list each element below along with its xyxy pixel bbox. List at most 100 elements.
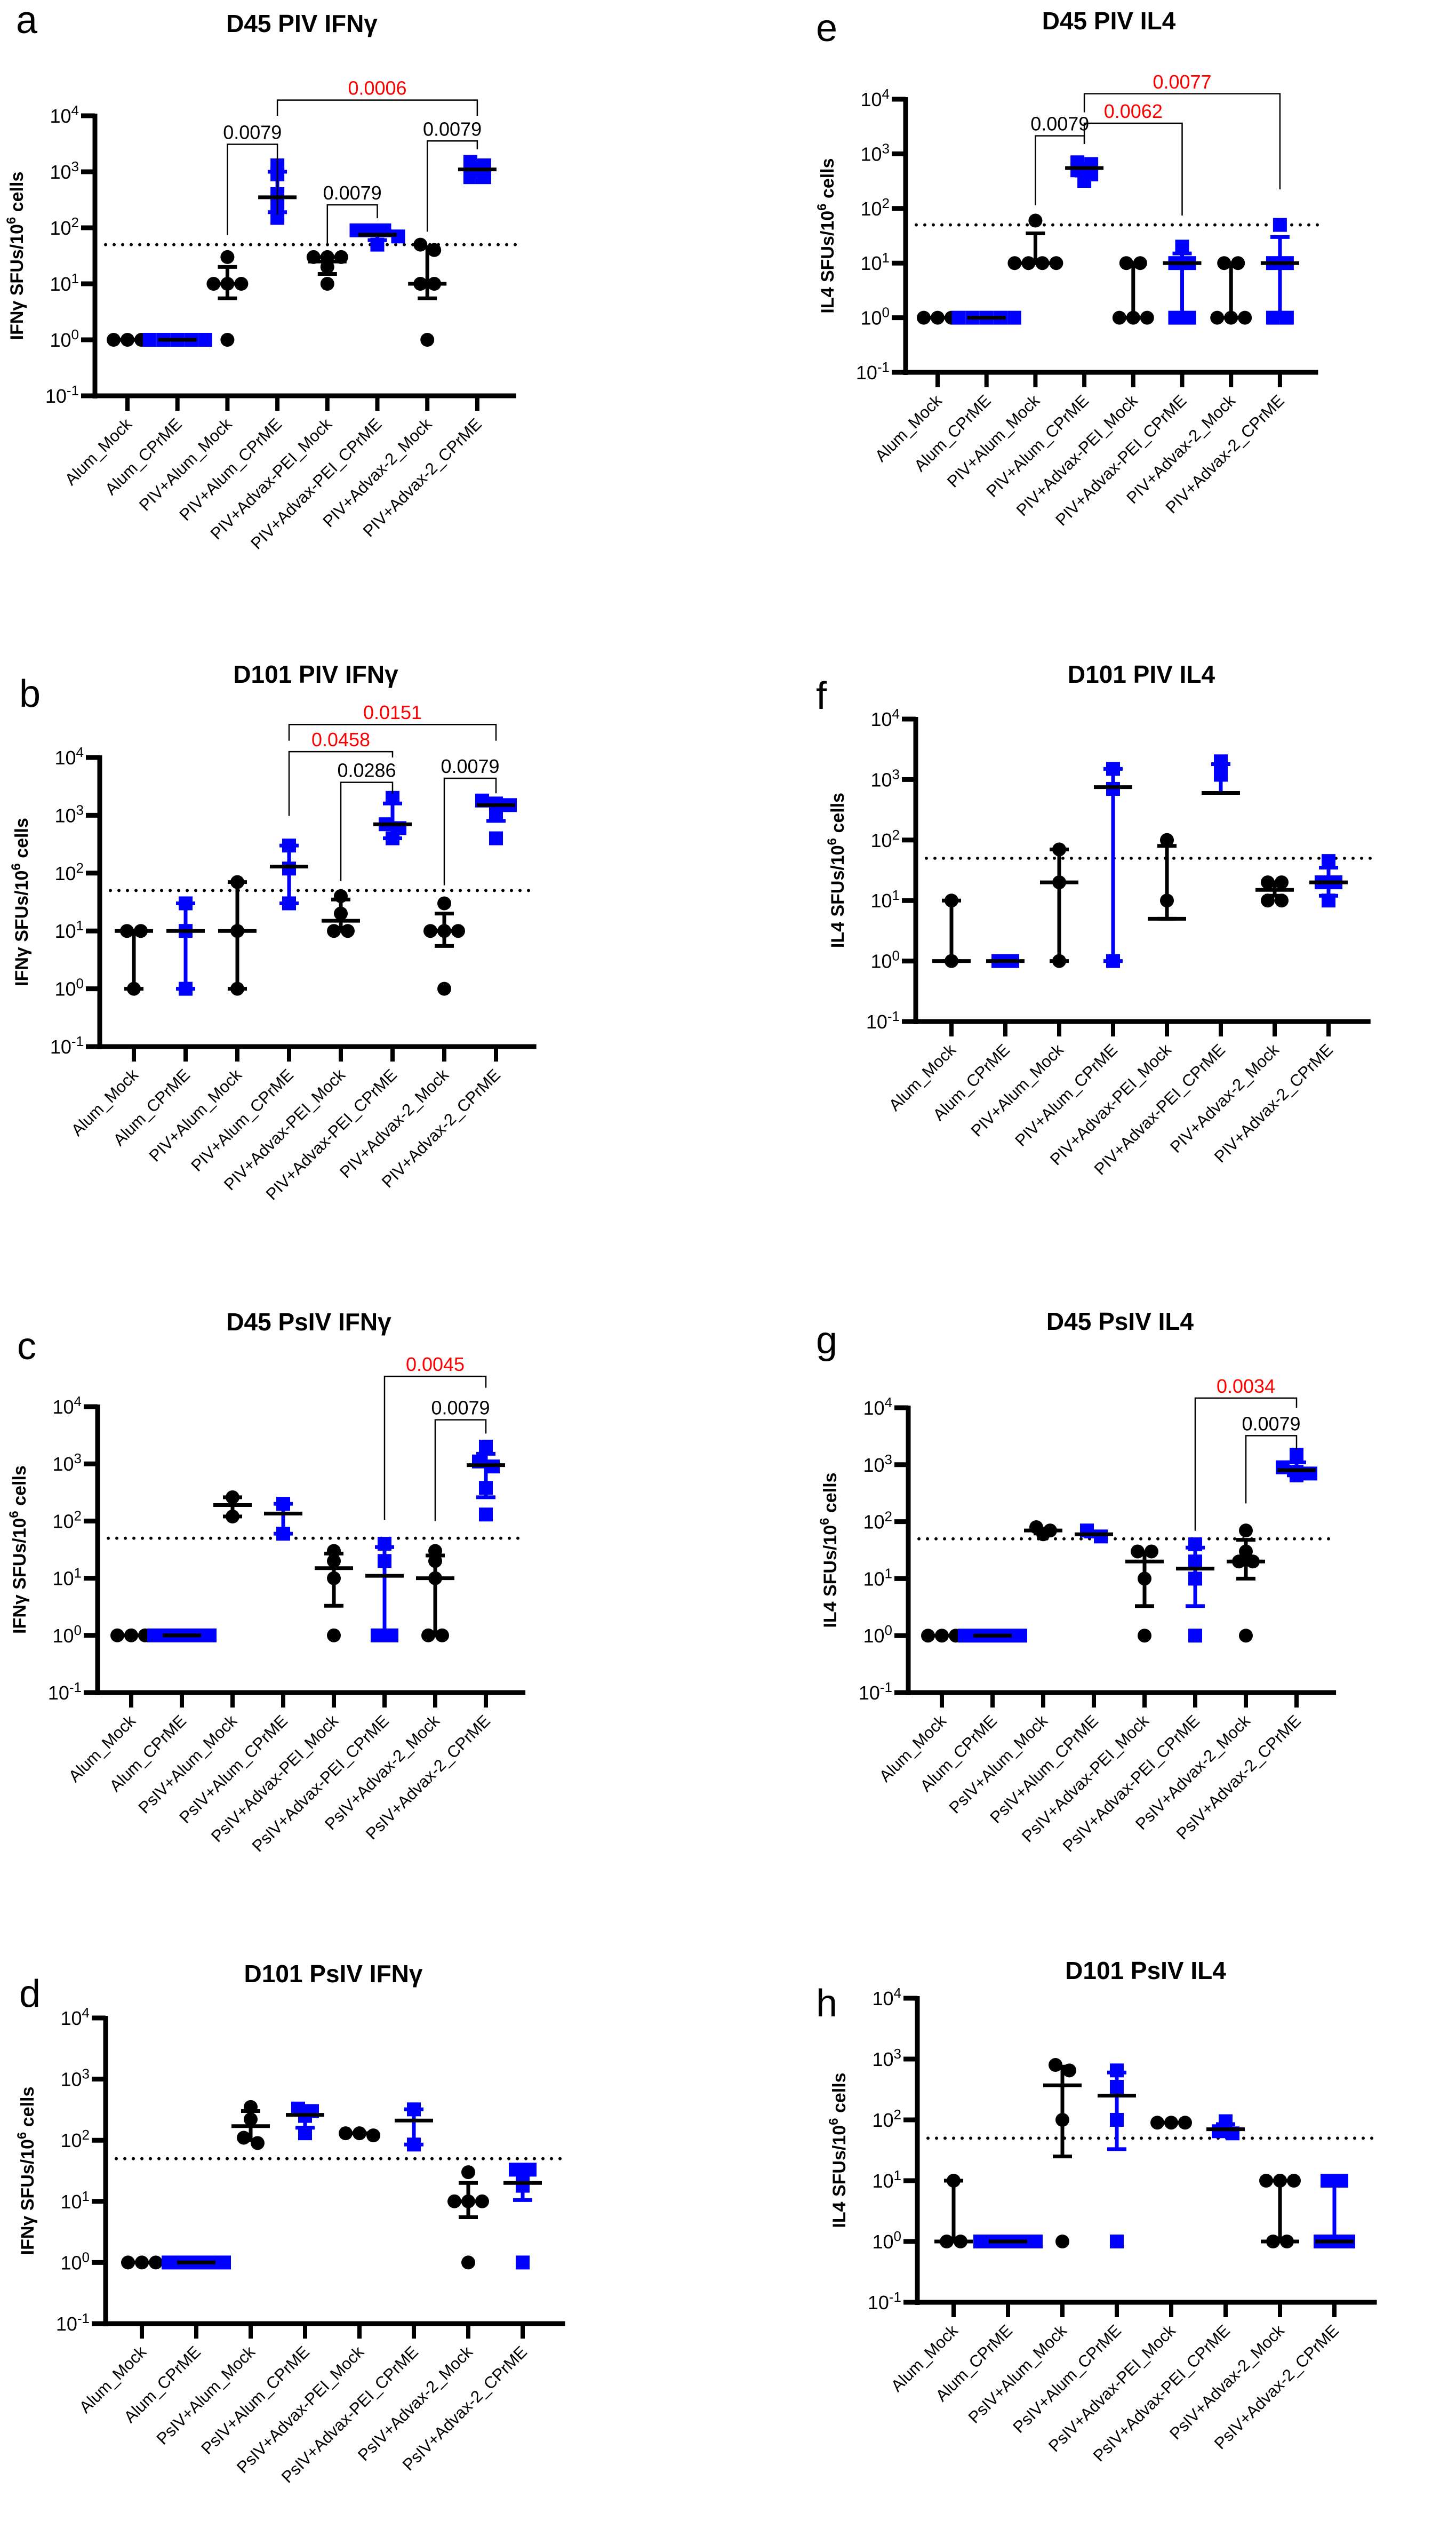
- group-cprme: [1065, 155, 1104, 188]
- y-axis-label-sup: 6: [4, 217, 19, 224]
- panel-letter: c: [17, 1325, 36, 1368]
- y-tick-exp: -1: [67, 382, 79, 398]
- y-axis-label-sup: 6: [9, 863, 23, 870]
- panel-letter: f: [816, 675, 827, 717]
- y-axis-label-sup: 6: [827, 2118, 841, 2125]
- group-mock: [121, 2255, 163, 2270]
- y-tick-label: 103: [870, 766, 900, 791]
- group-cprme: [270, 839, 308, 911]
- data-point-circle: [413, 237, 428, 252]
- y-tick-label: 101: [50, 270, 79, 295]
- y-tick-base: 10: [60, 2007, 82, 2029]
- group-mock: [934, 2174, 973, 2248]
- y-tick-base: 10: [54, 804, 76, 826]
- data-point-circle: [437, 896, 451, 911]
- p-value-label: 0.0079: [423, 118, 482, 140]
- data-point-circle: [1049, 256, 1063, 270]
- data-point-circle: [1259, 2174, 1273, 2188]
- group-cprme: [166, 896, 205, 996]
- y-tick-label: 103: [52, 1450, 82, 1475]
- p-value-label: 0.0079: [1030, 113, 1089, 135]
- group-mock: [1125, 1544, 1164, 1643]
- data-point-square: [1007, 310, 1021, 325]
- data-point-square: [463, 170, 477, 185]
- group-mock: [322, 889, 360, 938]
- y-tick-base: 10: [870, 951, 892, 972]
- y-tick-exp: 3: [892, 766, 900, 782]
- p-value-label: 0.0151: [363, 701, 422, 723]
- y-tick-exp: 3: [76, 802, 84, 818]
- p-value-label: 0.0062: [1104, 100, 1163, 122]
- y-axis-label: IL4 SFUs/106 cells: [818, 1472, 841, 1628]
- y-tick-exp: 0: [885, 1622, 892, 1638]
- y-axis-label-sup: 6: [818, 1518, 832, 1525]
- chart-title: D45 PIV IL4: [1042, 7, 1176, 35]
- y-tick-label: 104: [60, 2005, 90, 2029]
- y-tick-base: 10: [56, 2313, 77, 2335]
- y-axis-label: IFNγ SFUs/106 cells: [7, 1465, 30, 1634]
- y-tick-exp: 2: [74, 1507, 82, 1523]
- y-tick-exp: 0: [71, 326, 79, 342]
- y-tick-label: 101: [52, 1565, 82, 1590]
- data-point-circle: [327, 1628, 341, 1642]
- data-point-square: [1322, 854, 1335, 868]
- group-cprme: [1176, 1537, 1214, 1643]
- data-point-square: [162, 2255, 175, 2270]
- data-point-circle: [251, 2136, 265, 2150]
- significance-bracket: [443, 777, 497, 885]
- group-cprme: [1163, 240, 1202, 325]
- y-tick-exp: -1: [77, 2310, 90, 2326]
- y-tick-label: 104: [872, 1985, 901, 2009]
- y-axis-label-tail: cells: [7, 172, 27, 217]
- group-cprme: [1206, 2114, 1245, 2141]
- y-tick-exp: -1: [887, 1008, 900, 1024]
- significance-bracket: [1194, 1397, 1298, 1531]
- y-tick-base: 10: [50, 1036, 71, 1058]
- group-mock: [306, 250, 348, 291]
- y-axis-label: IL4 SFUs/106 cells: [825, 793, 848, 948]
- data-point-square: [479, 1507, 493, 1522]
- y-tick-exp: 4: [82, 2005, 90, 2021]
- chart-title: D45 PsIV IL4: [1046, 1307, 1194, 1335]
- panel-letter: e: [816, 7, 837, 50]
- y-tick-base: 10: [52, 1396, 74, 1418]
- group-mock: [110, 1628, 152, 1642]
- chart-title: D45 PIV IFNγ: [226, 10, 378, 37]
- y-tick-label: 103: [872, 2046, 901, 2070]
- group-cprme: [142, 333, 212, 347]
- panel-letter: g: [816, 1319, 837, 1362]
- y-tick-base: 10: [48, 1682, 69, 1704]
- y-tick-exp: -1: [880, 1679, 892, 1695]
- x-tick-label: PsIV+Alum_CPrME: [197, 2342, 313, 2458]
- y-tick-label: 102: [872, 2107, 901, 2131]
- x-tick-label: PIV+Alum_Mock: [967, 1040, 1068, 1140]
- y-tick-exp: 0: [82, 2249, 90, 2265]
- group-cprme: [1075, 1523, 1113, 1544]
- data-point-square: [142, 333, 157, 347]
- data-point-square: [951, 310, 966, 325]
- y-tick-label: 101: [870, 887, 900, 912]
- data-point-circle: [366, 2128, 380, 2143]
- data-point-circle: [1007, 256, 1022, 270]
- data-point-square: [1273, 218, 1287, 232]
- y-tick-base: 10: [52, 1568, 74, 1590]
- y-tick-label: 10-1: [50, 1033, 84, 1058]
- data-point-circle: [320, 277, 334, 291]
- y-tick-exp: 2: [882, 195, 890, 211]
- y-tick-base: 10: [50, 273, 71, 295]
- group-mock: [1150, 2116, 1192, 2130]
- p-value-label: 0.0079: [323, 182, 382, 204]
- data-point-circle: [220, 333, 235, 347]
- group-mock: [416, 1544, 454, 1642]
- y-axis-label-sup: 6: [815, 203, 829, 210]
- group-cprme: [1314, 2174, 1355, 2248]
- significance-bracket: [326, 204, 378, 246]
- data-point-square: [147, 1628, 161, 1642]
- data-point-square: [1212, 2124, 1226, 2139]
- y-tick-label: 101: [872, 2167, 901, 2192]
- data-point-circle: [437, 982, 451, 996]
- data-point-square: [973, 2235, 987, 2248]
